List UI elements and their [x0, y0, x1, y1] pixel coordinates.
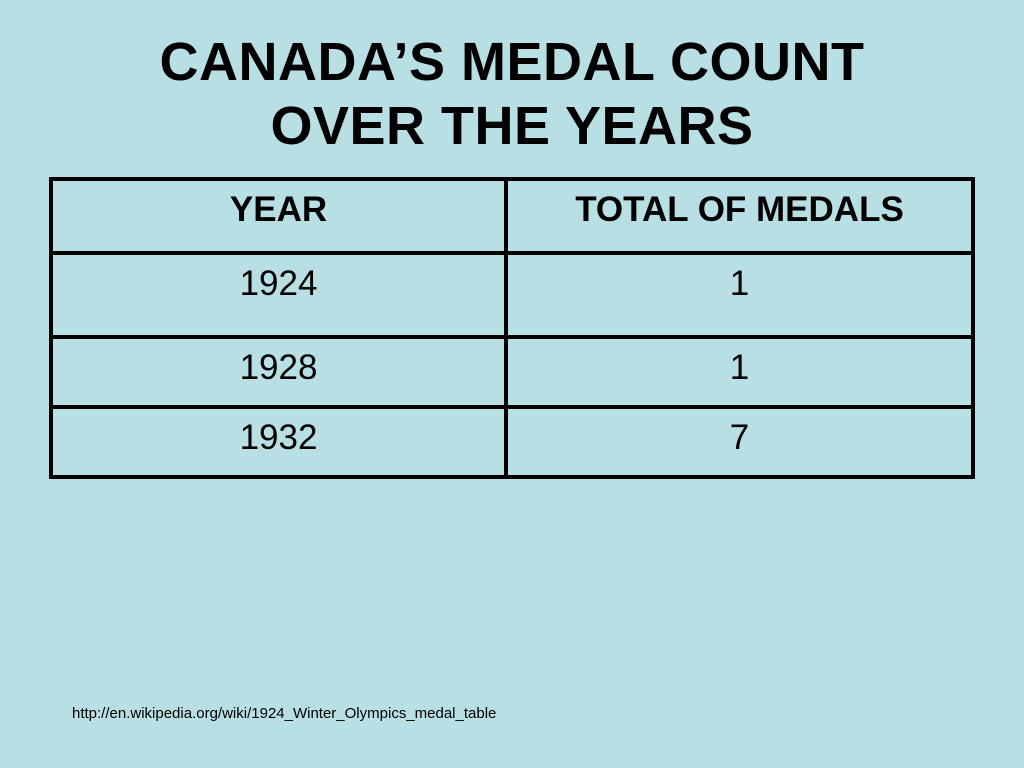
medal-table: YEAR TOTAL OF MEDALS 1924 1 1928 1 1932 … [49, 177, 975, 479]
table-row: 1924 1 [49, 251, 975, 339]
cell-year: 1928 [49, 335, 508, 409]
cell-year: 1932 [49, 405, 508, 479]
header-total-medals: TOTAL OF MEDALS [504, 177, 975, 255]
page-title: CANADA’S MEDAL COUNT OVER THE YEARS [0, 30, 1024, 158]
source-link[interactable]: http://en.wikipedia.org/wiki/1924_Winter… [72, 705, 497, 722]
table-header-row: YEAR TOTAL OF MEDALS [49, 177, 975, 255]
cell-year: 1924 [49, 251, 508, 339]
table-row: 1928 1 [49, 335, 975, 409]
header-year: YEAR [49, 177, 508, 255]
cell-total-medals: 7 [504, 405, 975, 479]
page-title-line-1: CANADA’S MEDAL COUNT [159, 32, 865, 92]
cell-total-medals: 1 [504, 251, 975, 339]
table-row: 1932 7 [49, 405, 975, 479]
cell-total-medals: 1 [504, 335, 975, 409]
page-title-line-2: OVER THE YEARS [270, 96, 754, 156]
